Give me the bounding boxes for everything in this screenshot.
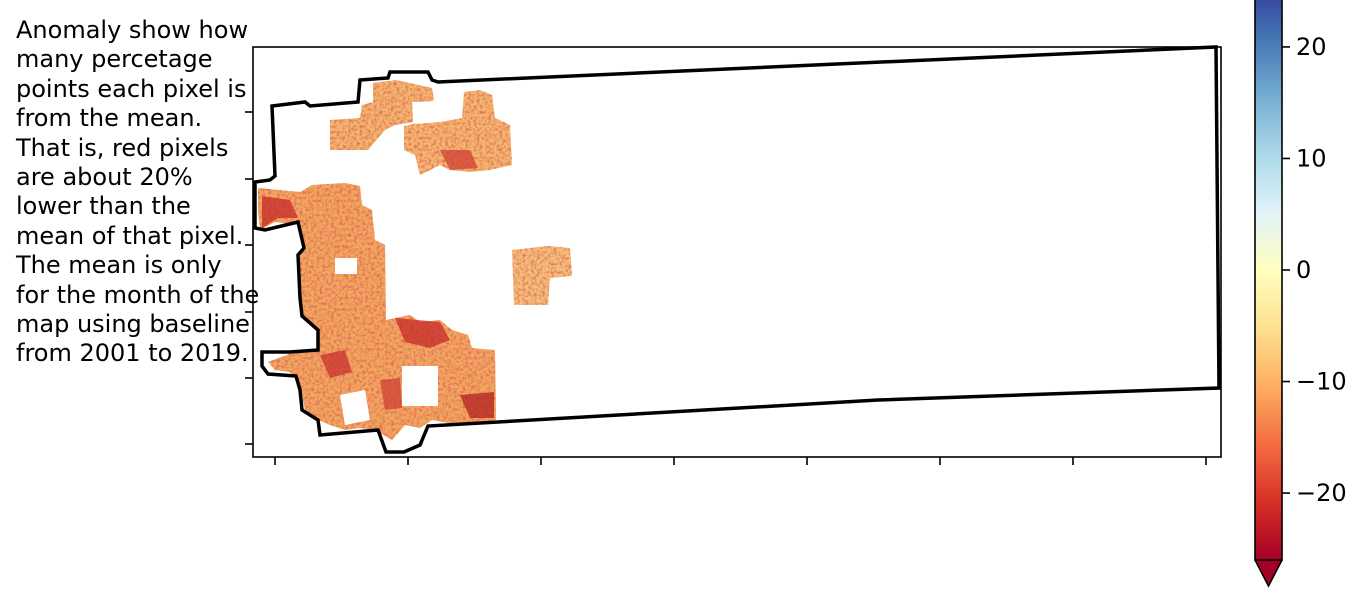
colorbar-tick-label: −10 <box>1296 368 1347 396</box>
y-axis-ticks <box>245 111 253 445</box>
colorbar-tick-label: 20 <box>1296 33 1327 61</box>
raster-holes <box>335 100 462 425</box>
raster-dark-spots <box>262 150 494 418</box>
colorbar-tick-label: 0 <box>1296 256 1311 284</box>
colorbar-ticks: 20 10 0 −10 −20 <box>1282 33 1347 507</box>
colorbar: 20 10 0 −10 −20 <box>1254 0 1347 588</box>
annotation-text: Anomaly show how many percetage points e… <box>16 16 260 368</box>
study-area-boundary <box>253 45 1221 454</box>
colorbar-tick-label: 10 <box>1296 144 1327 172</box>
x-axis-ticks <box>274 457 1207 465</box>
colorbar-bar <box>1255 0 1282 560</box>
raster-patch-north-2 <box>404 90 512 175</box>
raster-patch-east <box>512 246 572 305</box>
colorbar-arrow-outline <box>1254 559 1283 588</box>
raster-patch-north-1 <box>330 80 434 150</box>
map-axes-frame <box>252 46 1222 458</box>
colorbar-tick-label: −20 <box>1296 479 1347 507</box>
colorbar-extend-arrow <box>1255 560 1282 586</box>
